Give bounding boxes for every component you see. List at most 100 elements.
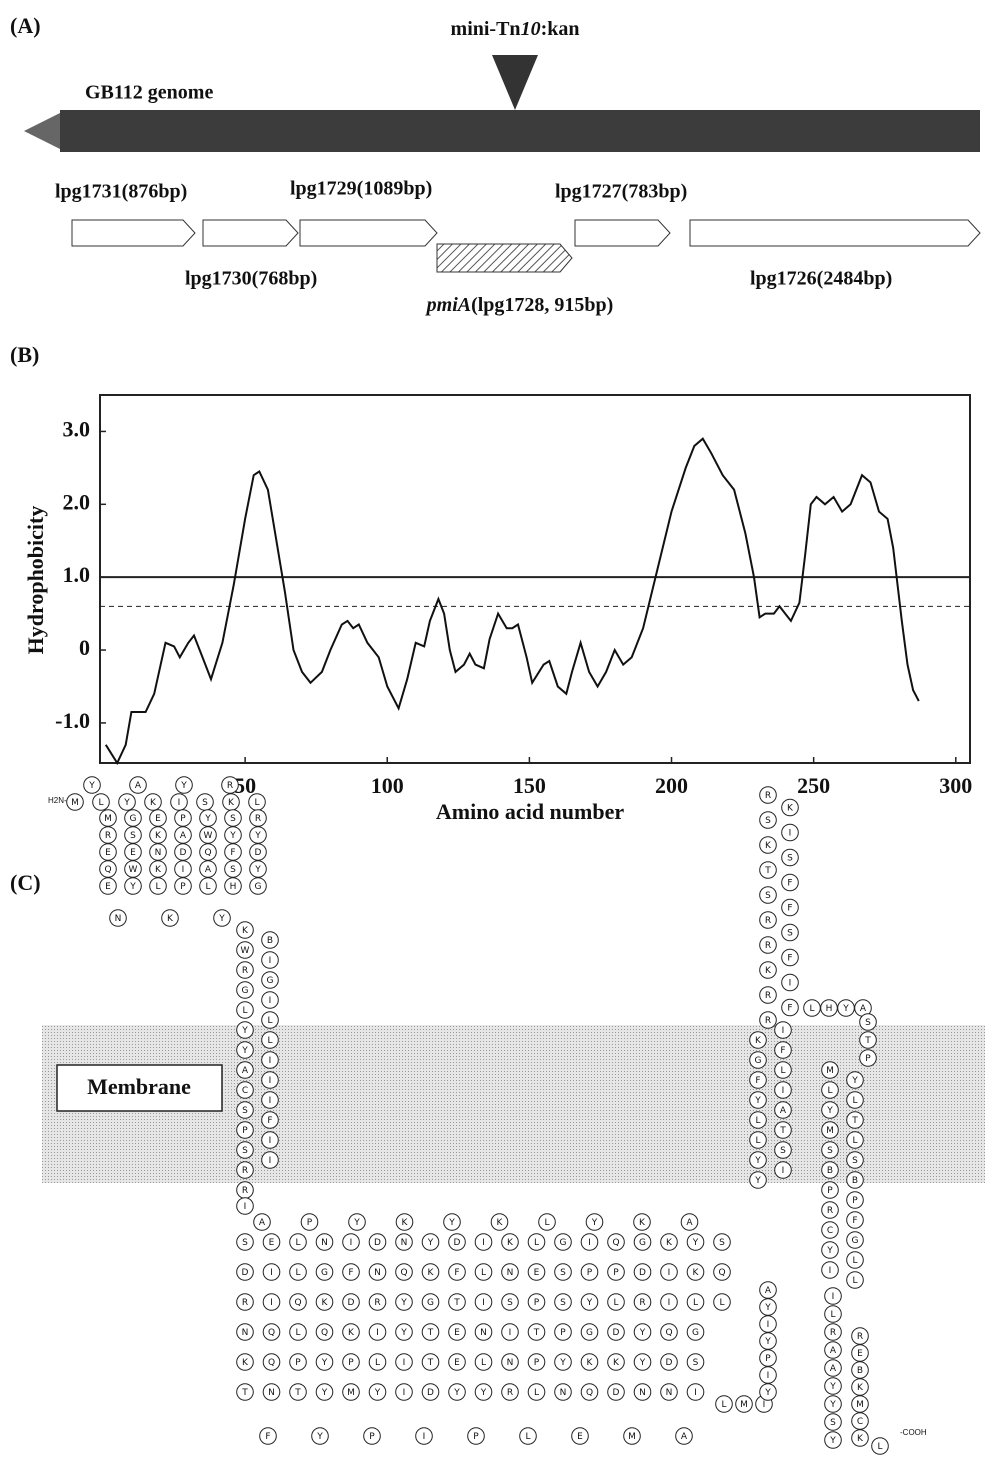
residue [633, 1383, 652, 1401]
residue [236, 1233, 254, 1251]
residue-letter: L [721, 1400, 726, 1410]
residue [262, 1293, 281, 1311]
residue-letter: I [269, 1096, 272, 1106]
residue-letter: Y [254, 831, 261, 841]
hydrophobicity-line [104, 437, 920, 766]
residue [660, 1383, 678, 1401]
residue-letter: N [155, 848, 162, 858]
residue [759, 961, 777, 979]
residue-letter: R [374, 1298, 380, 1308]
residue [846, 1211, 864, 1229]
residue [774, 1141, 792, 1159]
residue-letter: N [374, 1268, 381, 1278]
residue [607, 1323, 625, 1341]
residue-letter: H [826, 1004, 833, 1014]
residue [749, 1091, 767, 1109]
residue [501, 1233, 519, 1251]
residue-letter: I [782, 1166, 785, 1176]
residue [686, 1263, 705, 1281]
residue-letter: I [829, 1266, 832, 1276]
x-tick-label: 300 [939, 773, 972, 798]
y-axis-label: Hydrophobicity [23, 506, 48, 655]
residue-letter: K [150, 798, 157, 808]
residue-letter: B [852, 1176, 858, 1186]
target-gene-arrow [436, 243, 573, 273]
residue [236, 1141, 254, 1159]
residue-letter: R [105, 831, 111, 841]
target-gene-text: pmiA [425, 294, 471, 316]
residue-letter: Y [353, 1218, 360, 1228]
residue-letter: N [321, 1238, 328, 1248]
residue-letter: L [98, 798, 103, 808]
residue [686, 1293, 705, 1311]
y-tick-label: -1.0 [55, 708, 90, 733]
residue-letter: A [242, 1066, 249, 1076]
residue-letter: T [533, 1328, 540, 1338]
residue [315, 1233, 334, 1251]
residue-letter: I [269, 1076, 272, 1086]
panel-label: (C) [10, 870, 41, 895]
residue-letter: N [115, 914, 122, 924]
residue-letter: K [155, 865, 162, 875]
residue [749, 1051, 767, 1069]
residue-letter: Y [829, 1436, 836, 1446]
residue [824, 1305, 842, 1323]
residue [824, 1431, 842, 1449]
residue-letter: L [481, 1268, 486, 1278]
residue-letter: R [242, 1166, 248, 1176]
residue-letter: N [268, 1388, 275, 1398]
residue [262, 1233, 281, 1251]
target-gene-text: (lpg1728, 915bp) [471, 294, 613, 316]
residue-letter: K [322, 1298, 329, 1308]
residue [289, 1263, 307, 1281]
residue [585, 1213, 604, 1231]
residue [713, 1263, 731, 1281]
residue-letter: S [693, 1358, 699, 1368]
residue-letter: N [639, 1388, 646, 1398]
residue [580, 1383, 599, 1401]
residue-letter: E [857, 1349, 863, 1359]
residue-letter: S [560, 1298, 566, 1308]
residue-letter: C [857, 1417, 863, 1427]
x-tick-label: 150 [513, 773, 546, 798]
residue [236, 1383, 254, 1401]
residue-letter: R [242, 1186, 248, 1196]
residue-letter: A [205, 865, 212, 875]
residue [261, 931, 279, 949]
residue-letter: L [525, 1432, 530, 1442]
residue-letter: P [348, 1358, 354, 1368]
residue [686, 1353, 705, 1371]
residue [686, 1383, 705, 1401]
residue [174, 877, 192, 895]
residue [824, 1341, 842, 1359]
residue-letter: K [666, 1238, 673, 1248]
residue [261, 1071, 279, 1089]
residue [144, 793, 162, 811]
residue [161, 909, 179, 927]
residue [249, 877, 267, 895]
residue [501, 1323, 519, 1341]
residue-letter: I [270, 1298, 273, 1308]
residue [607, 1353, 625, 1371]
residue-letter: Y [559, 1358, 566, 1368]
residue-letter: I [789, 829, 792, 839]
residue-letter: G [852, 1236, 859, 1246]
residue-letter: L [827, 1086, 832, 1096]
residue [213, 909, 231, 927]
residue-letter: G [586, 1328, 593, 1338]
residue-letter: D [454, 1238, 461, 1248]
residue-letter: R [857, 1332, 863, 1342]
residue [527, 1233, 546, 1251]
residue [580, 1323, 599, 1341]
residue [859, 1013, 877, 1031]
residue [781, 848, 799, 867]
residue-letter: A [681, 1432, 688, 1442]
residue-letter: L [375, 1358, 380, 1368]
residue-letter: S [719, 1238, 725, 1248]
residue [342, 1323, 360, 1341]
residue [821, 1261, 839, 1279]
residue-letter: K [402, 1218, 409, 1228]
residue-letter: Q [321, 1328, 328, 1338]
residue [607, 1383, 625, 1401]
